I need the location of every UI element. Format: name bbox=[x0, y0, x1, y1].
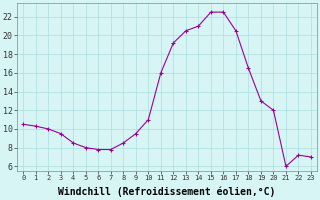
X-axis label: Windchill (Refroidissement éolien,°C): Windchill (Refroidissement éolien,°C) bbox=[58, 187, 276, 197]
